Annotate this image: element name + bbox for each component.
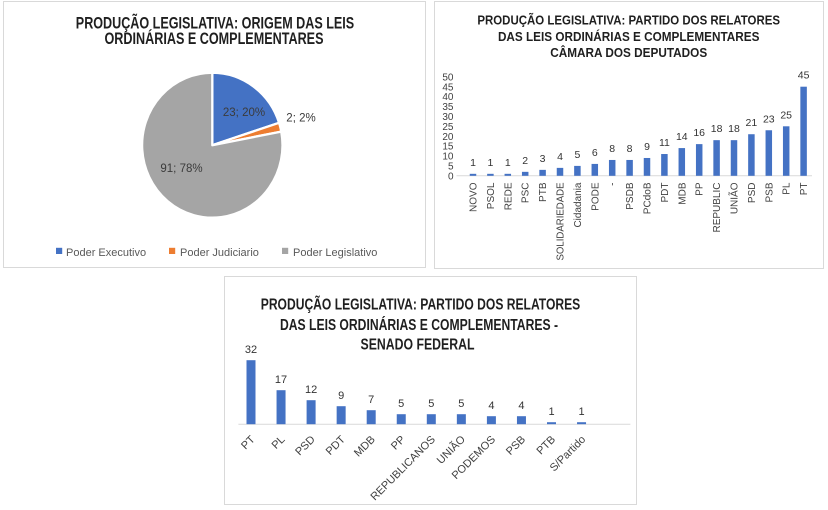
svg-text:4: 4 bbox=[518, 400, 524, 412]
svg-text:ORDINÁRIAS E COMPLEMENTARES: ORDINÁRIAS E COMPLEMENTARES bbox=[105, 29, 324, 48]
svg-text:PSDB: PSDB bbox=[625, 182, 636, 210]
svg-text:Cidadania: Cidadania bbox=[573, 182, 584, 227]
svg-text:UNIÃO: UNIÃO bbox=[728, 182, 741, 214]
svg-text:5: 5 bbox=[458, 398, 464, 410]
svg-text:PDT: PDT bbox=[324, 433, 348, 457]
svg-text:1: 1 bbox=[505, 157, 511, 169]
svg-text:PODE: PODE bbox=[590, 182, 601, 211]
svg-text:2; 2%: 2; 2% bbox=[286, 113, 315, 125]
svg-text:PSOL: PSOL bbox=[486, 182, 497, 209]
svg-text:9: 9 bbox=[338, 390, 344, 402]
svg-text:10: 10 bbox=[442, 152, 454, 163]
svg-text:8: 8 bbox=[609, 143, 615, 155]
svg-text:15: 15 bbox=[442, 142, 454, 153]
svg-text:4: 4 bbox=[557, 151, 563, 163]
svg-text:32: 32 bbox=[245, 344, 257, 356]
svg-text:REDE: REDE bbox=[503, 182, 514, 210]
svg-text:25: 25 bbox=[442, 122, 454, 133]
svg-text:PT: PT bbox=[799, 183, 810, 196]
svg-text:MDB: MDB bbox=[352, 434, 378, 460]
svg-text:Poder Executivo: Poder Executivo bbox=[66, 247, 146, 259]
svg-text:PDT: PDT bbox=[660, 183, 671, 203]
svg-text:-: - bbox=[608, 183, 619, 186]
svg-text:91; 78%: 91; 78% bbox=[160, 163, 202, 175]
svg-text:7: 7 bbox=[368, 394, 374, 406]
svg-text:1: 1 bbox=[579, 406, 585, 418]
svg-text:16: 16 bbox=[693, 127, 705, 139]
svg-text:30: 30 bbox=[442, 112, 454, 123]
svg-text:PTB: PTB bbox=[534, 434, 558, 458]
svg-text:11: 11 bbox=[659, 137, 670, 149]
svg-text:PT: PT bbox=[239, 433, 258, 452]
svg-text:PSB: PSB bbox=[764, 182, 775, 202]
svg-text:14: 14 bbox=[676, 131, 688, 143]
svg-text:2: 2 bbox=[522, 155, 528, 167]
svg-text:1: 1 bbox=[548, 406, 554, 418]
svg-text:CÂMARA DOS DEPUTADOS: CÂMARA DOS DEPUTADOS bbox=[550, 45, 707, 60]
svg-text:1: 1 bbox=[470, 157, 476, 169]
svg-text:PP: PP bbox=[695, 182, 706, 196]
svg-text:PCdoB: PCdoB bbox=[643, 182, 654, 214]
svg-text:6: 6 bbox=[592, 147, 598, 159]
svg-text:5: 5 bbox=[428, 398, 434, 410]
svg-text:PSD: PSD bbox=[747, 183, 758, 204]
svg-text:PRODUÇÃO LEGISLATIVA: ORIGEM D: PRODUÇÃO LEGISLATIVA: ORIGEM DAS LEIS bbox=[76, 13, 354, 33]
svg-text:4: 4 bbox=[488, 400, 494, 412]
svg-text:23: 23 bbox=[763, 113, 775, 125]
svg-text:35: 35 bbox=[442, 102, 454, 113]
svg-text:18: 18 bbox=[711, 123, 723, 135]
svg-text:17: 17 bbox=[275, 374, 287, 386]
svg-text:PRODUÇÃO LEGISLATIVA: PARTIDO: PRODUÇÃO LEGISLATIVA: PARTIDO DOS RELATO… bbox=[261, 296, 581, 314]
svg-text:PRODUÇÃO LEGISLATIVA: PARTIDO: PRODUÇÃO LEGISLATIVA: PARTIDO DOS RELATO… bbox=[477, 12, 780, 27]
svg-text:40: 40 bbox=[442, 92, 454, 103]
svg-text:9: 9 bbox=[644, 141, 650, 153]
svg-text:8: 8 bbox=[627, 143, 633, 155]
svg-text:SOLIDARIEDADE: SOLIDARIEDADE bbox=[556, 182, 567, 260]
svg-text:PL: PL bbox=[270, 434, 288, 452]
svg-text:PSB: PSB bbox=[504, 434, 528, 458]
svg-text:21: 21 bbox=[746, 117, 758, 129]
svg-text:Poder Legislativo: Poder Legislativo bbox=[293, 247, 377, 259]
svg-text:20: 20 bbox=[442, 132, 454, 143]
svg-text:PSC: PSC bbox=[521, 183, 532, 204]
svg-text:SENADO FEDERAL: SENADO FEDERAL bbox=[361, 337, 475, 354]
svg-text:DAS LEIS ORDINÁRIAS E COMPLEME: DAS LEIS ORDINÁRIAS E COMPLEMENTARES bbox=[498, 29, 760, 44]
svg-text:25: 25 bbox=[780, 109, 792, 121]
svg-text:3: 3 bbox=[540, 153, 546, 165]
svg-text:REPUBLIC: REPUBLIC bbox=[712, 183, 723, 233]
svg-text:0: 0 bbox=[448, 171, 454, 182]
svg-text:23; 20%: 23; 20% bbox=[223, 107, 265, 119]
svg-text:5: 5 bbox=[448, 162, 454, 173]
svg-text:PL: PL bbox=[782, 182, 793, 195]
svg-text:50: 50 bbox=[442, 72, 454, 83]
svg-text:45: 45 bbox=[798, 70, 810, 82]
svg-text:MDB: MDB bbox=[677, 182, 688, 205]
svg-text:1: 1 bbox=[487, 157, 493, 169]
svg-text:PP: PP bbox=[389, 434, 408, 453]
svg-text:PSD: PSD bbox=[293, 434, 318, 459]
svg-text:5: 5 bbox=[398, 398, 404, 410]
svg-text:5: 5 bbox=[574, 149, 580, 161]
svg-text:NOVO: NOVO bbox=[469, 182, 480, 212]
svg-text:45: 45 bbox=[442, 82, 454, 93]
svg-text:Poder Judiciario: Poder Judiciario bbox=[180, 247, 259, 259]
svg-text:12: 12 bbox=[305, 384, 317, 396]
svg-text:18: 18 bbox=[728, 123, 740, 135]
svg-text:PTB: PTB bbox=[538, 182, 549, 202]
svg-text:DAS LEIS ORDINÁRIAS E COMPLEME: DAS LEIS ORDINÁRIAS E COMPLEMENTARES - bbox=[280, 317, 558, 334]
